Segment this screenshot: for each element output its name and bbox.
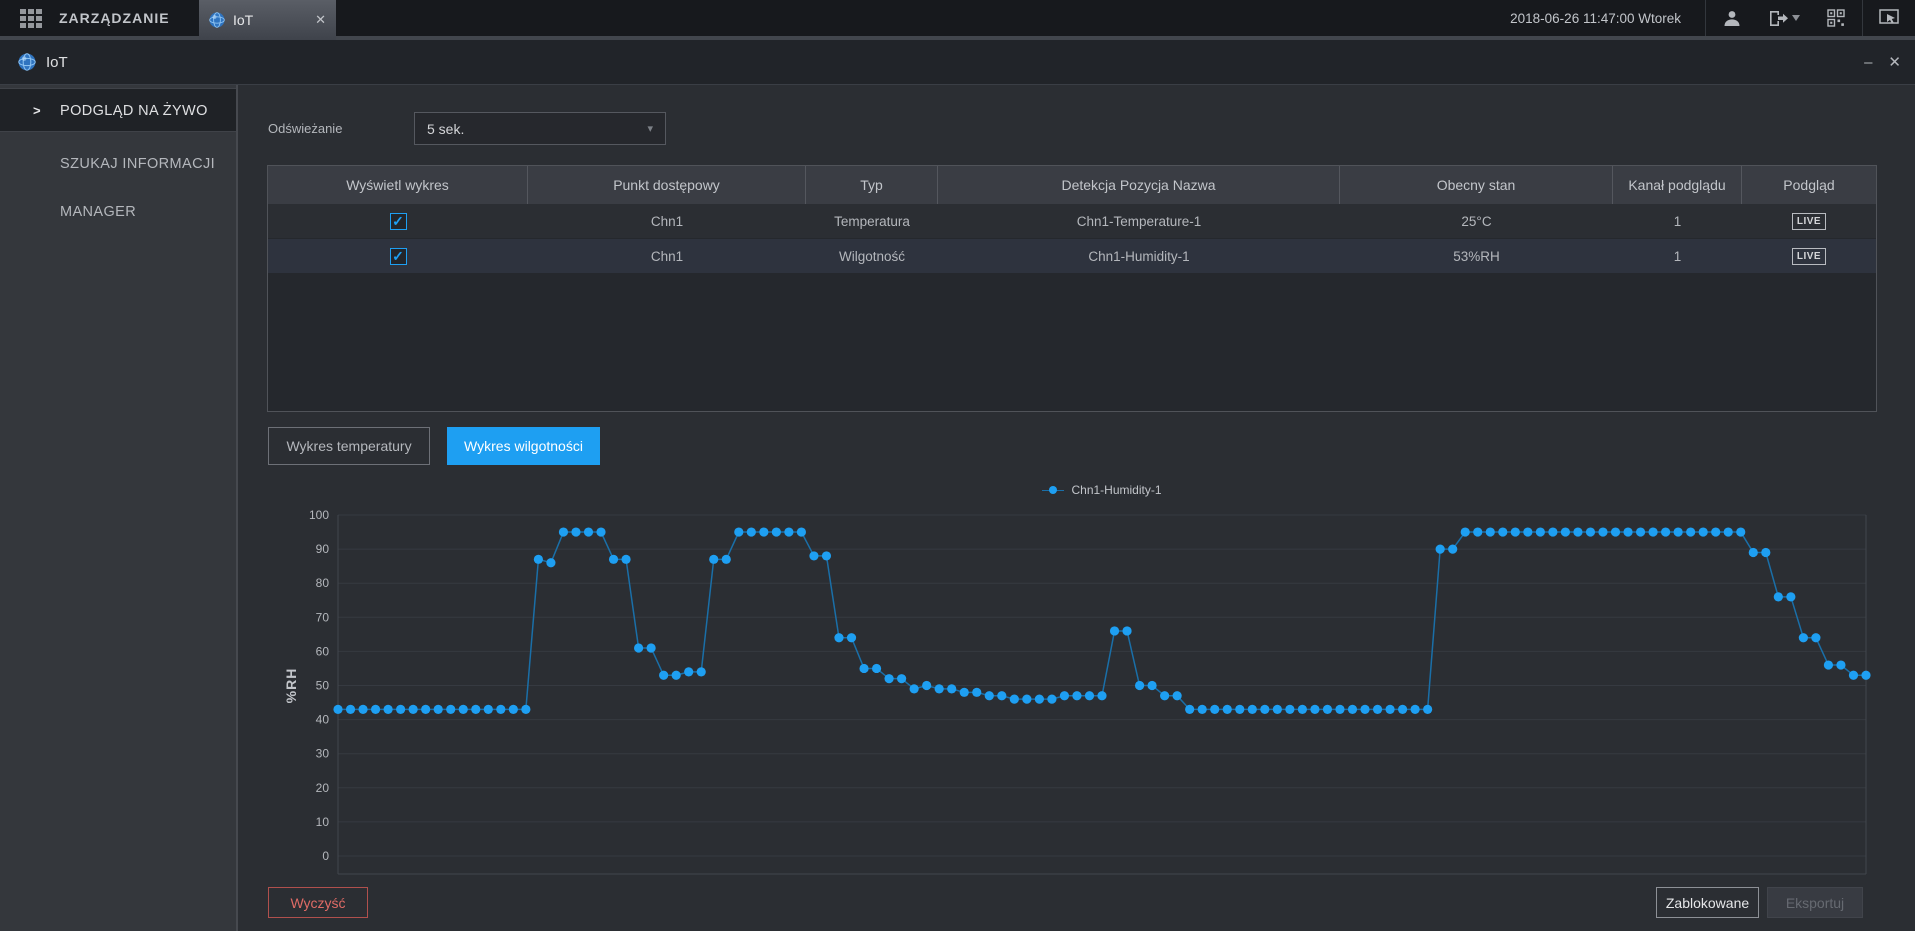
cell-type: Wilgotność	[838, 248, 906, 264]
svg-text:30: 30	[316, 747, 330, 761]
svg-text:80: 80	[316, 576, 330, 590]
tab-label: IoT	[233, 12, 254, 28]
cell-access-point: Chn1	[650, 248, 684, 264]
chevron-down-icon: ▾	[647, 123, 653, 135]
globe-icon	[18, 53, 36, 71]
user-account-icon[interactable]	[1706, 0, 1758, 36]
chevron-down-icon	[1791, 15, 1800, 21]
chart-legend: Chn1-Humidity-1	[338, 481, 1866, 499]
svg-text:10: 10	[316, 815, 330, 829]
cell-current-state: 53%RH	[1453, 248, 1500, 264]
live-preview-button[interactable]: LIVE	[1791, 247, 1827, 265]
cell-access-point: Chn1	[650, 213, 684, 229]
check-icon: ✓	[392, 248, 404, 264]
svg-text:100: 100	[309, 508, 329, 522]
humidity-chart-button[interactable]: Wykres wilgotności	[447, 427, 600, 465]
clear-button[interactable]: Wyczyść	[268, 887, 368, 918]
cell-detection-name: Chn1-Temperature-1	[1076, 213, 1202, 229]
export-button: Eksportuj	[1767, 887, 1863, 918]
svg-text:70: 70	[316, 610, 330, 624]
toolbar-separator	[1862, 0, 1863, 36]
qr-code-icon[interactable]	[1810, 0, 1862, 36]
svg-text:0: 0	[322, 849, 329, 863]
close-button[interactable]: ✕	[1888, 54, 1901, 71]
refresh-interval-value: 5 sek.	[427, 120, 465, 137]
svg-text:%RH: %RH	[283, 668, 299, 704]
table-row-humidity: ✓ Chn1 Wilgotność Chn1-Humidity-1 53%RH …	[268, 239, 1876, 274]
sensor-table: Wyświetl wykres Punkt dostępowy Typ Dete…	[267, 165, 1877, 412]
tab-iot[interactable]: IoT ✕	[199, 0, 336, 40]
col-preview-channel: Kanał podglądu	[1613, 166, 1742, 204]
datetime-display: 2018-06-26 11:47:00 Wtorek	[1510, 10, 1681, 26]
display-output-icon[interactable]	[1863, 0, 1915, 36]
svg-text:50: 50	[316, 679, 330, 693]
top-bar: ZARZĄDZANIE IoT ✕ 2018-06-26 11:47:00 Wt…	[0, 0, 1915, 40]
svg-text:90: 90	[316, 542, 330, 556]
col-show-chart: Wyświetl wykres	[268, 166, 528, 204]
logout-icon[interactable]	[1758, 0, 1810, 36]
check-icon: ✓	[392, 213, 404, 229]
apps-grid-icon[interactable]	[20, 9, 42, 28]
sidebar-item-manager[interactable]: MANAGER	[0, 188, 236, 236]
cell-detection-name: Chn1-Humidity-1	[1088, 248, 1190, 264]
legend-series-marker-icon	[1042, 486, 1065, 494]
toolbar-separator	[1705, 0, 1706, 36]
temperature-chart-button[interactable]: Wykres temperatury	[268, 427, 430, 465]
active-arrow-icon: >	[33, 103, 41, 118]
sidebar-item-search-info[interactable]: SZUKAJ INFORMACJI	[0, 140, 236, 188]
sidebar-item-label: PODGLĄD NA ŻYWO	[60, 103, 208, 119]
cell-current-state: 25°C	[1461, 213, 1492, 229]
locked-button[interactable]: Zablokowane	[1656, 887, 1759, 918]
sidebar-item-label: MANAGER	[60, 204, 137, 220]
globe-icon	[209, 12, 225, 28]
table-header: Wyświetl wykres Punkt dostępowy Typ Dete…	[268, 166, 1876, 204]
row-checkbox[interactable]: ✓	[389, 212, 407, 230]
row-checkbox[interactable]: ✓	[389, 247, 407, 265]
table-row-temperature: ✓ Chn1 Temperatura Chn1-Temperature-1 25…	[268, 204, 1876, 239]
sidebar: > PODGLĄD NA ŻYWO SZUKAJ INFORMACJI MANA…	[0, 85, 238, 931]
management-menu[interactable]: ZARZĄDZANIE	[59, 10, 170, 26]
svg-text:40: 40	[316, 713, 330, 727]
refresh-label: Odświeżanie	[268, 121, 343, 136]
col-access-point: Punkt dostępowy	[528, 166, 806, 204]
col-preview: Podgląd	[1783, 177, 1835, 193]
svg-text:60: 60	[316, 644, 330, 658]
sidebar-item-label: SZUKAJ INFORMACJI	[60, 156, 216, 172]
minimize-button[interactable]: –	[1864, 54, 1873, 71]
cell-preview-channel: 1	[1673, 213, 1682, 229]
window-title: IoT	[46, 53, 68, 71]
col-detection-name: Detekcja Pozycja Nazwa	[938, 166, 1340, 204]
col-type: Typ	[806, 166, 938, 204]
col-current-state: Obecny stan	[1340, 166, 1613, 204]
window-title-bar: IoT – ✕	[0, 40, 1915, 85]
humidity-chart-svg: 0 10 20 30 40 50 60 70 80 90 100 %RH	[283, 508, 1871, 875]
sidebar-item-live-view[interactable]: > PODGLĄD NA ŻYWO	[0, 88, 236, 132]
legend-series-label: Chn1-Humidity-1	[1071, 483, 1162, 497]
tab-close-icon[interactable]: ✕	[315, 12, 326, 27]
svg-text:20: 20	[316, 781, 330, 795]
refresh-interval-select[interactable]: 5 sek. ▾	[414, 112, 666, 145]
live-preview-button[interactable]: LIVE	[1791, 212, 1827, 230]
cell-type: Temperatura	[834, 213, 910, 229]
cell-preview-channel: 1	[1673, 248, 1682, 264]
